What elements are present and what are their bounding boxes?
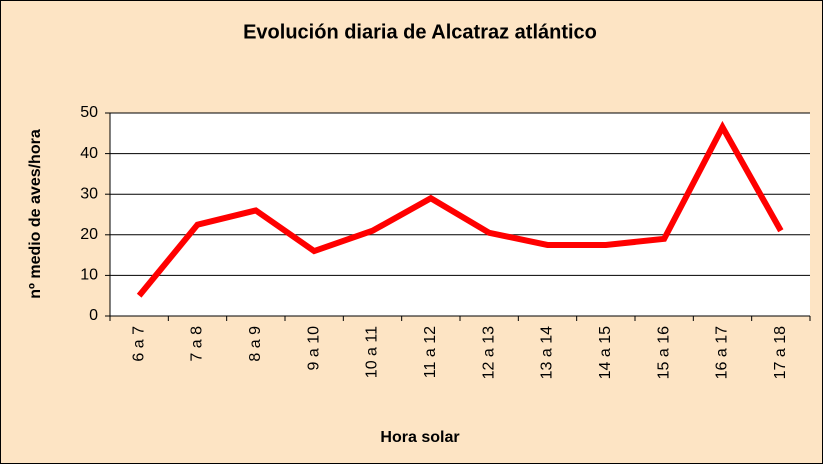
x-tick-label: 16 a 17 — [714, 326, 731, 379]
x-tick-label: 13 a 14 — [539, 326, 556, 379]
y-axis-label: nº medio de aves/hora — [27, 129, 44, 299]
chart-title: Evolución diaria de Alcatraz atlántico — [243, 21, 597, 43]
y-tick-label: 20 — [80, 226, 98, 243]
x-tick-label: 11 a 12 — [422, 326, 439, 378]
x-tick-label: 10 a 11 — [364, 326, 381, 378]
x-tick-label: 17 a 18 — [772, 326, 789, 379]
x-tick-label: 14 a 15 — [597, 326, 614, 379]
y-tick-label: 50 — [80, 104, 98, 121]
x-tick-label: 12 a 13 — [480, 326, 497, 379]
y-tick-label: 30 — [80, 185, 98, 202]
x-tick-label: 8 a 9 — [247, 326, 264, 362]
x-tick-label: 7 a 8 — [189, 326, 206, 362]
x-tick-label: 9 a 10 — [305, 326, 322, 371]
x-tick-label: 15 a 16 — [655, 326, 672, 379]
y-tick-label: 40 — [80, 145, 98, 162]
data-line — [136, 120, 784, 298]
x-tick-label: 6 a 7 — [130, 326, 147, 362]
y-tick-label: 10 — [80, 267, 98, 284]
y-tick-label: 0 — [89, 307, 98, 324]
x-axis-label: Hora solar — [380, 429, 459, 446]
